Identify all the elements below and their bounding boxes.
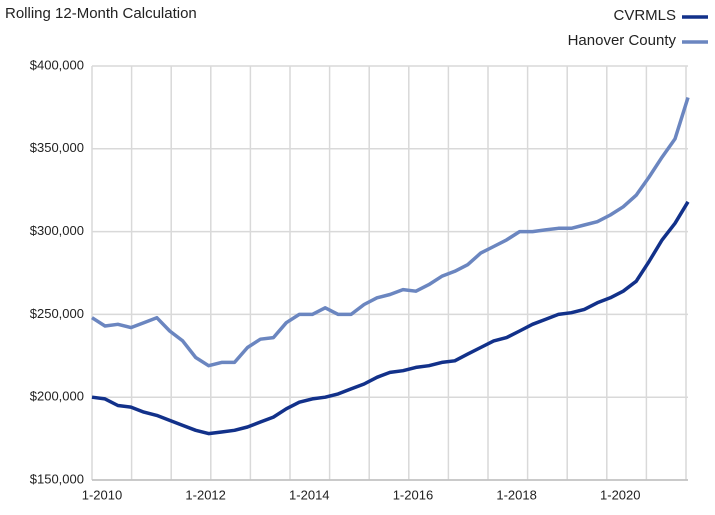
legend-label: Hanover County — [568, 32, 677, 49]
y-tick-label: $150,000 — [30, 471, 84, 486]
y-tick-label: $400,000 — [30, 57, 84, 72]
x-tick-label: 1-2014 — [289, 487, 329, 502]
chart-title: Rolling 12-Month Calculation — [5, 5, 197, 22]
legend-label: CVRMLS — [613, 7, 676, 24]
x-tick-label: 1-2018 — [496, 487, 536, 502]
y-tick-label: $300,000 — [30, 223, 84, 238]
series-line — [91, 200, 690, 436]
y-tick-label: $350,000 — [30, 140, 84, 155]
x-tick-label: 1-2012 — [185, 487, 225, 502]
x-tick-label: 1-2016 — [393, 487, 433, 502]
y-tick-label: $200,000 — [30, 389, 84, 404]
y-tick-label: $250,000 — [30, 306, 84, 321]
series-line — [91, 96, 690, 368]
x-tick-label: 1-2010 — [82, 487, 122, 502]
x-tick-label: 1-2020 — [600, 487, 640, 502]
